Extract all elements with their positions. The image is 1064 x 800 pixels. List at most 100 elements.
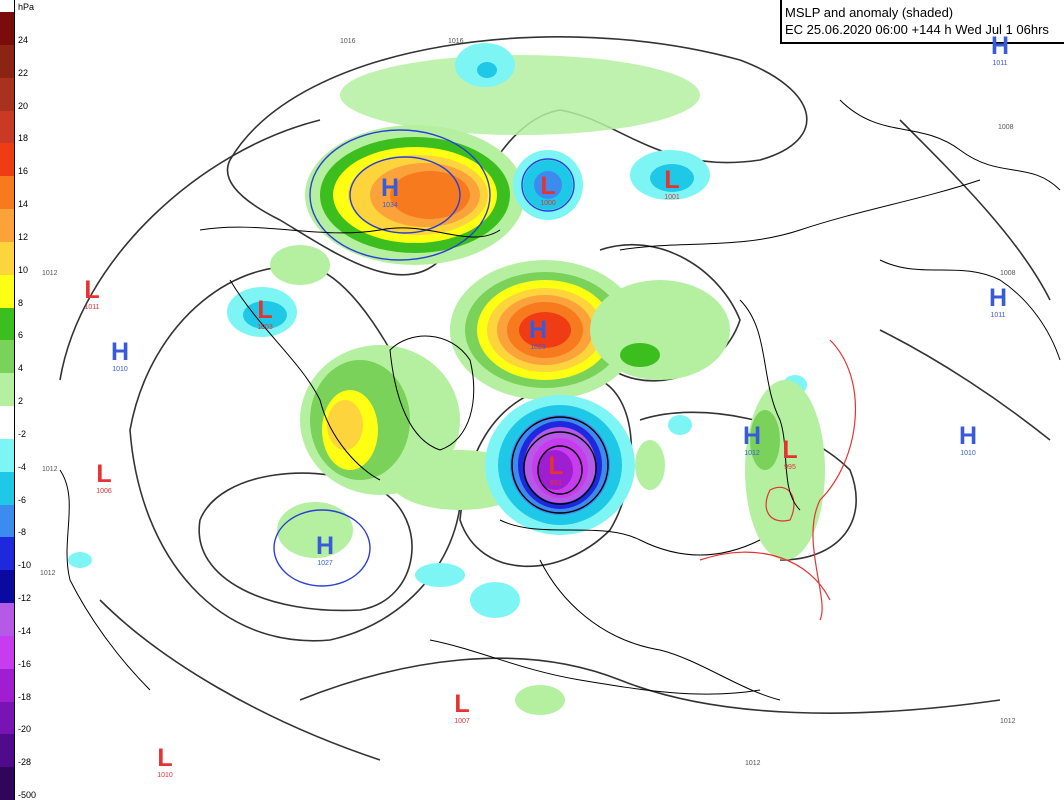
legend-label: 2 [18,396,24,406]
legend-label: 24 [18,34,29,45]
legend-swatch [0,110,14,144]
low-pressure-marker: L [96,460,112,488]
legend-label: 18 [18,133,29,144]
legend-label: -28 [18,757,32,768]
pressure-value: 995 [784,464,796,471]
legend-label: -18 [18,691,32,702]
legend-label: -8 [18,527,27,538]
pressure-value: 1000 [540,200,556,207]
isobar-label: 1012 [40,570,56,577]
legend-swatch [0,701,14,735]
legend-label: -4 [18,461,27,472]
high-pressure-marker: H [528,316,548,344]
pressure-value: 1003 [257,324,273,331]
pressure-value: 1010 [960,450,976,457]
legend-swatch [0,209,14,242]
legend-swatch [0,373,14,407]
low-pressure-marker: L [782,436,798,464]
isobar-label: 1012 [42,466,58,473]
red-contours [699,339,857,621]
legend-label: 10 [18,264,29,275]
legend-label: -20 [18,724,32,735]
isobar-label: 1012 [42,270,58,277]
legend-label: -6 [18,494,27,505]
map-title: MSLP and anomaly (shaded) [785,5,954,20]
legend-label: 6 [18,330,24,341]
legend-swatch [0,307,14,341]
pressure-value: 1034 [382,202,398,209]
isobar-label: 1008 [1000,270,1016,277]
anomaly-legend [0,0,15,800]
high-pressure-marker: H [958,422,978,450]
legend-swatch [0,603,14,636]
legend-swatch [0,12,14,45]
pressure-value: 1027 [317,560,333,567]
pressure-value: 1001 [664,194,680,201]
isobar-label: 1016 [448,38,464,45]
pressure-value: 1010 [157,772,173,779]
legend-swatch [0,635,14,669]
legend-swatch [0,274,14,308]
high-pressure-marker: H [110,338,130,366]
pressure-value: 1011 [84,304,100,311]
low-pressure-marker: L [540,172,556,200]
legend-swatch [0,406,14,439]
legend-swatch [0,537,14,571]
isobar-label: 1012 [1000,718,1016,725]
isobar-label: 1016 [340,38,356,45]
legend-label: 4 [18,363,24,374]
high-pressure-marker: H [742,422,762,450]
legend-label: 12 [18,231,29,242]
map-subtitle: EC 25.06.2020 06:00 +144 h Wed Jul 1 06h… [785,22,1049,37]
legend-swatch [0,471,14,505]
low-pressure-marker: L [257,296,273,324]
legend-label: -16 [18,658,32,669]
legend-swatch [0,176,14,210]
legend-label: 16 [18,166,29,177]
coastlines [59,99,1061,701]
legend-swatch [0,340,14,374]
legend-label: 14 [18,199,29,209]
high-pressure-marker: H [988,284,1008,312]
pressure-value: 1029 [530,344,546,351]
legend-label: 8 [18,297,24,308]
legend-swatch [0,44,14,78]
pressure-value: 1011 [992,60,1008,67]
isobar-label: 1008 [998,124,1014,131]
legend-unit: hPa [18,2,35,12]
low-pressure-marker: L [454,690,470,718]
legend-swatch [0,734,14,768]
legend-label: -10 [18,560,32,571]
pressure-value: 1012 [744,450,760,457]
low-pressure-marker: L [664,166,680,194]
blue-contours [273,129,575,587]
legend-swatch [0,668,14,702]
pressure-value: 1006 [96,488,112,495]
legend-swatch [0,241,14,275]
legend-swatch [0,438,14,472]
pressure-value: 991 [550,480,562,487]
anomaly-shading [68,43,825,715]
legend-swatch [0,767,14,800]
high-pressure-marker: H [315,532,335,560]
pressure-value: 1010 [112,366,128,373]
legend-label: 20 [18,100,29,111]
legend-label: -12 [18,593,32,603]
high-pressure-marker: H [380,174,400,202]
pressure-value: 1011 [990,312,1006,319]
low-isobars [511,416,609,514]
low-pressure-marker: L [548,452,564,480]
isobar-label: 1012 [745,760,761,767]
legend-label: -14 [18,625,32,636]
high-pressure-marker: H [990,32,1010,60]
legend-swatch [0,570,14,604]
legend-label: -500 [18,790,37,800]
legend-swatch [0,143,14,177]
low-pressure-marker: L [157,744,173,772]
legend-label: -2 [18,428,27,439]
map-title-box: MSLP and anomaly (shaded) EC 25.06.2020 … [780,0,1064,44]
low-pressure-marker: L [84,276,100,304]
legend-swatch [0,77,14,111]
pressure-value: 1007 [454,718,470,725]
